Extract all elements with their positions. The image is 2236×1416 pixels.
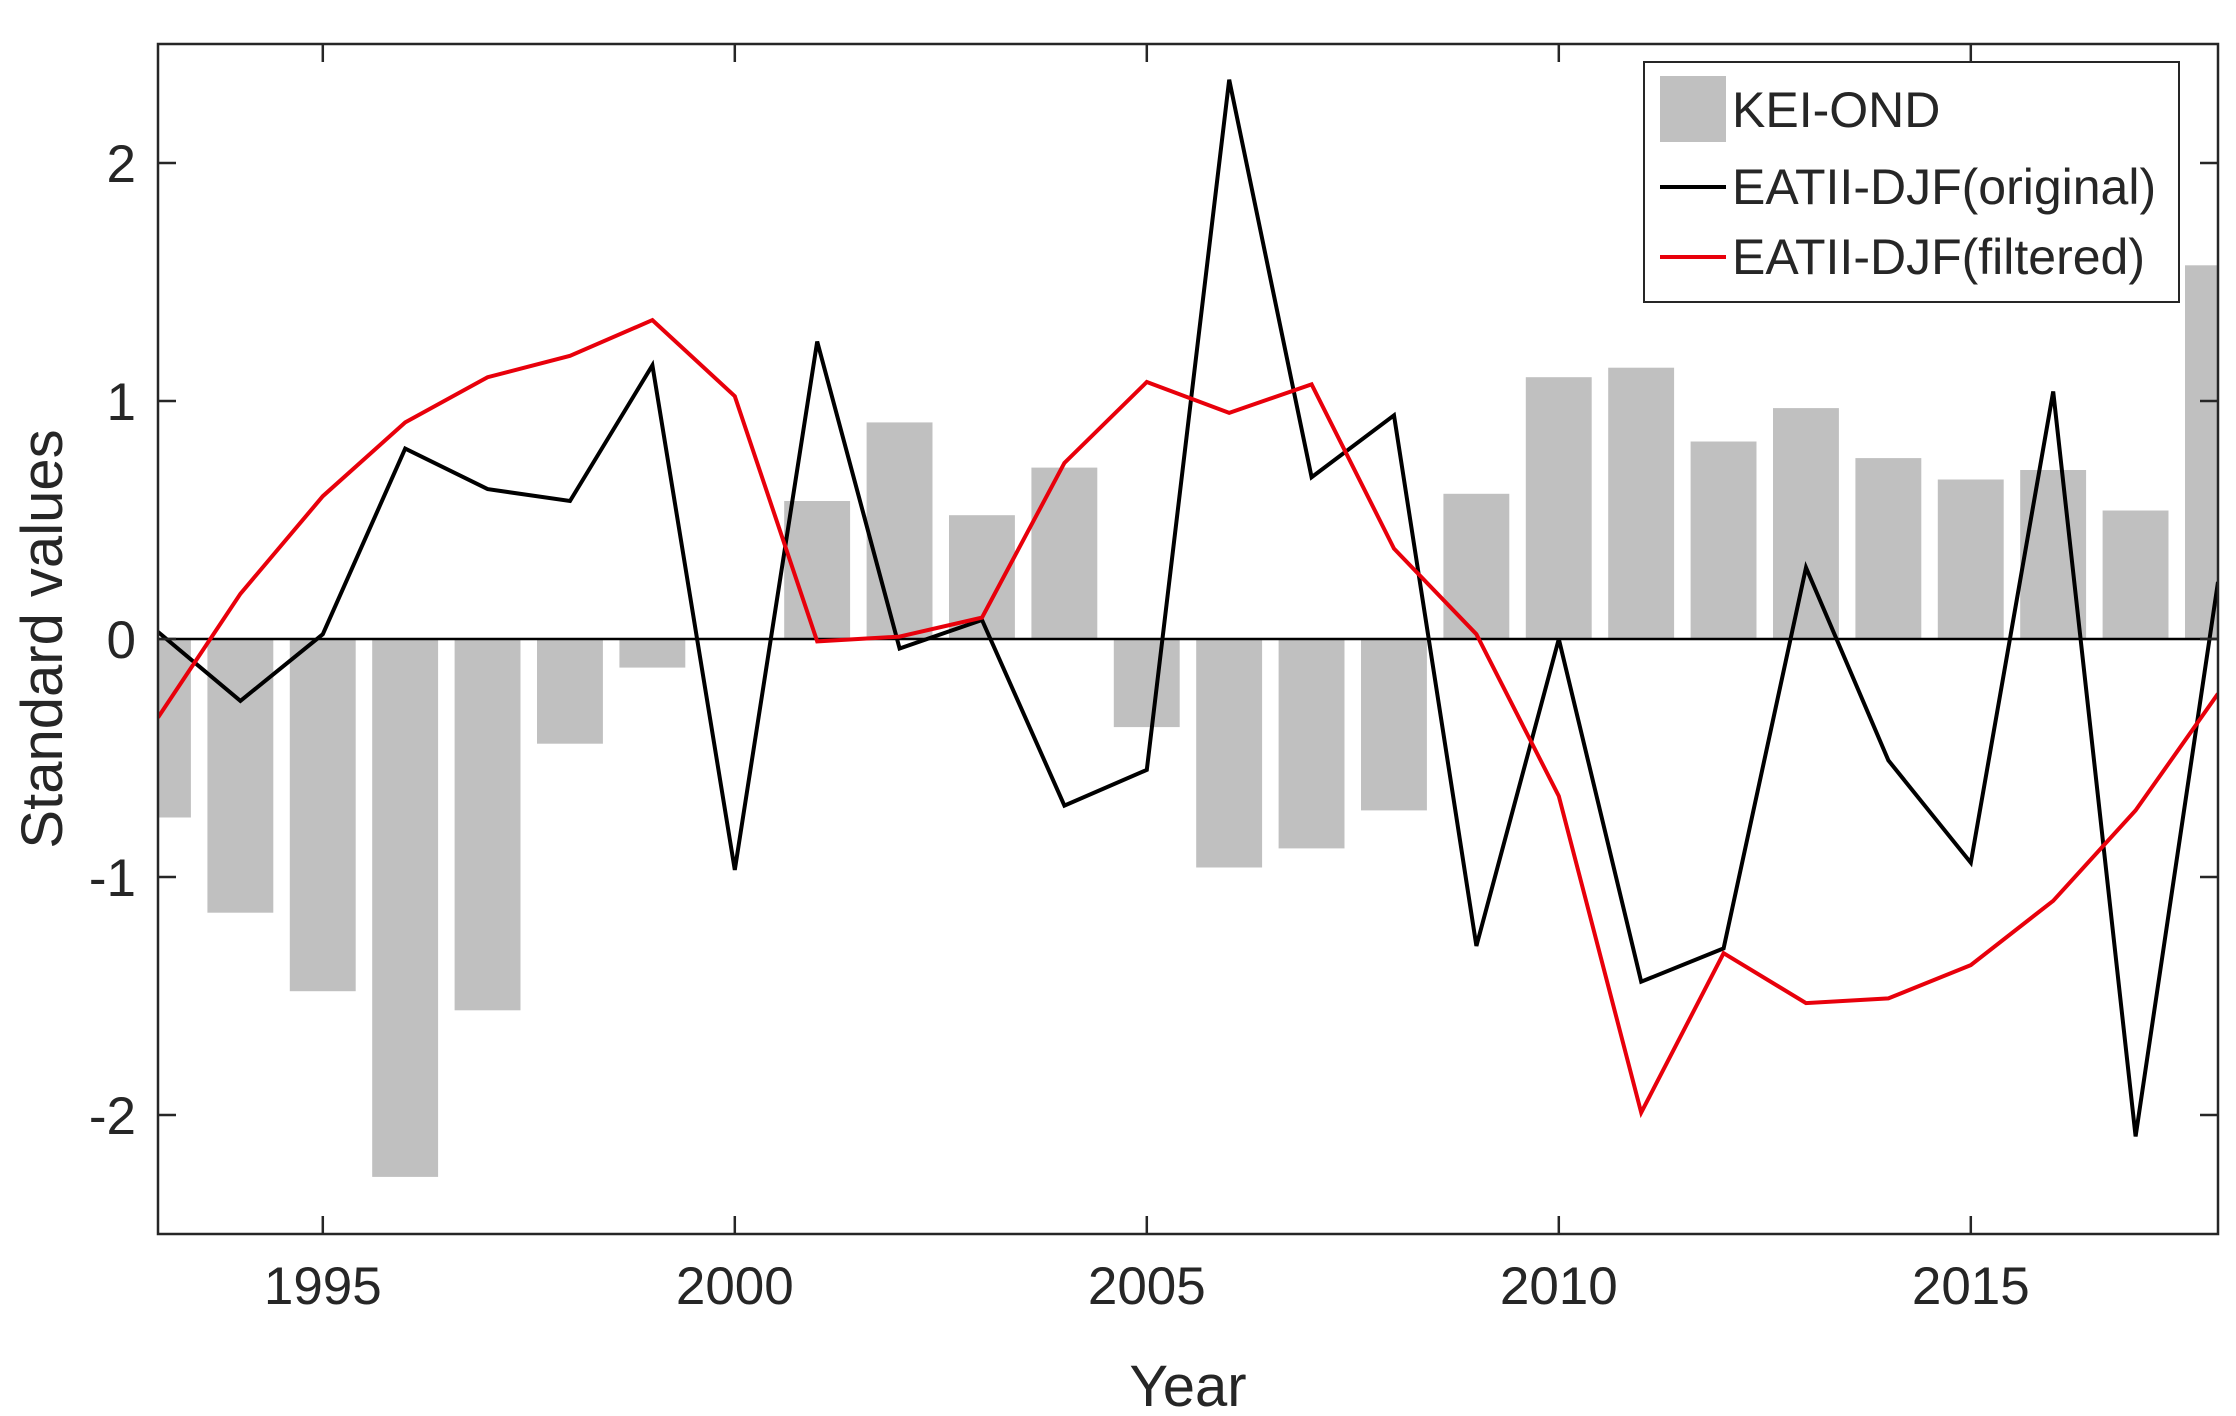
bar-2007 (1278, 639, 1345, 849)
legend-label-eatii-filtered: EATII-DJF(filtered) (1732, 229, 2145, 285)
y-tick-label: -2 (89, 1087, 136, 1146)
bar-2004 (1031, 467, 1098, 639)
legend-box (1643, 61, 2180, 303)
bar-2012 (1690, 441, 1757, 639)
line-series-group (158, 79, 2218, 1137)
bar-2016 (2020, 470, 2087, 639)
x-axis-label: Year (1129, 1354, 1246, 1416)
bar-2006 (1196, 639, 1263, 868)
y-tick-label: 1 (107, 373, 136, 432)
line-eatii-filtered (158, 317, 2218, 1119)
y-tick-label: 2 (107, 135, 136, 194)
bar-1997 (454, 639, 521, 1011)
y-tick-label: 0 (107, 611, 136, 670)
bar-2002 (866, 422, 933, 639)
chart-legend: KEI-OND EATII-DJF(original) EATII-DJF(fi… (1643, 61, 2180, 303)
bar-2013 (1773, 408, 1839, 639)
x-tick-label: 1995 (264, 1257, 382, 1316)
bar-2010 (1525, 377, 1592, 639)
y-tick-label: -1 (89, 849, 136, 908)
bar-2005 (1113, 639, 1180, 728)
bar-2008 (1361, 639, 1427, 811)
legend-swatch-kei-ond (1660, 76, 1726, 142)
bar-2015 (1937, 479, 2004, 639)
bar-1999 (619, 639, 686, 668)
bar-1995 (289, 639, 356, 992)
axis-ticks: 1995 2000 2005 2010 2015 -2 -1 0 1 2 (89, 44, 2218, 1316)
x-tick-label: 2000 (676, 1257, 794, 1316)
bar-series-kei-ond (158, 265, 2218, 1177)
x-tick-label: 2010 (1500, 1257, 1618, 1316)
x-tick-label: 2005 (1088, 1257, 1206, 1316)
bar-2018 (2185, 265, 2218, 639)
legend-label-kei-ond: KEI-OND (1732, 82, 1940, 138)
bar-1993 (158, 639, 191, 818)
bar-1998 (537, 639, 603, 744)
legend-label-eatii-original: EATII-DJF(original) (1732, 159, 2156, 215)
y-axis-label: Standard values (10, 429, 75, 848)
bar-1996 (372, 639, 439, 1177)
bar-2014 (1855, 458, 1922, 639)
x-tick-label: 2015 (1912, 1257, 2030, 1316)
bar-2009 (1443, 493, 1510, 639)
line-eatii-original (158, 79, 2218, 1137)
bar-2011 (1608, 367, 1675, 639)
bar-2017 (2102, 510, 2169, 639)
